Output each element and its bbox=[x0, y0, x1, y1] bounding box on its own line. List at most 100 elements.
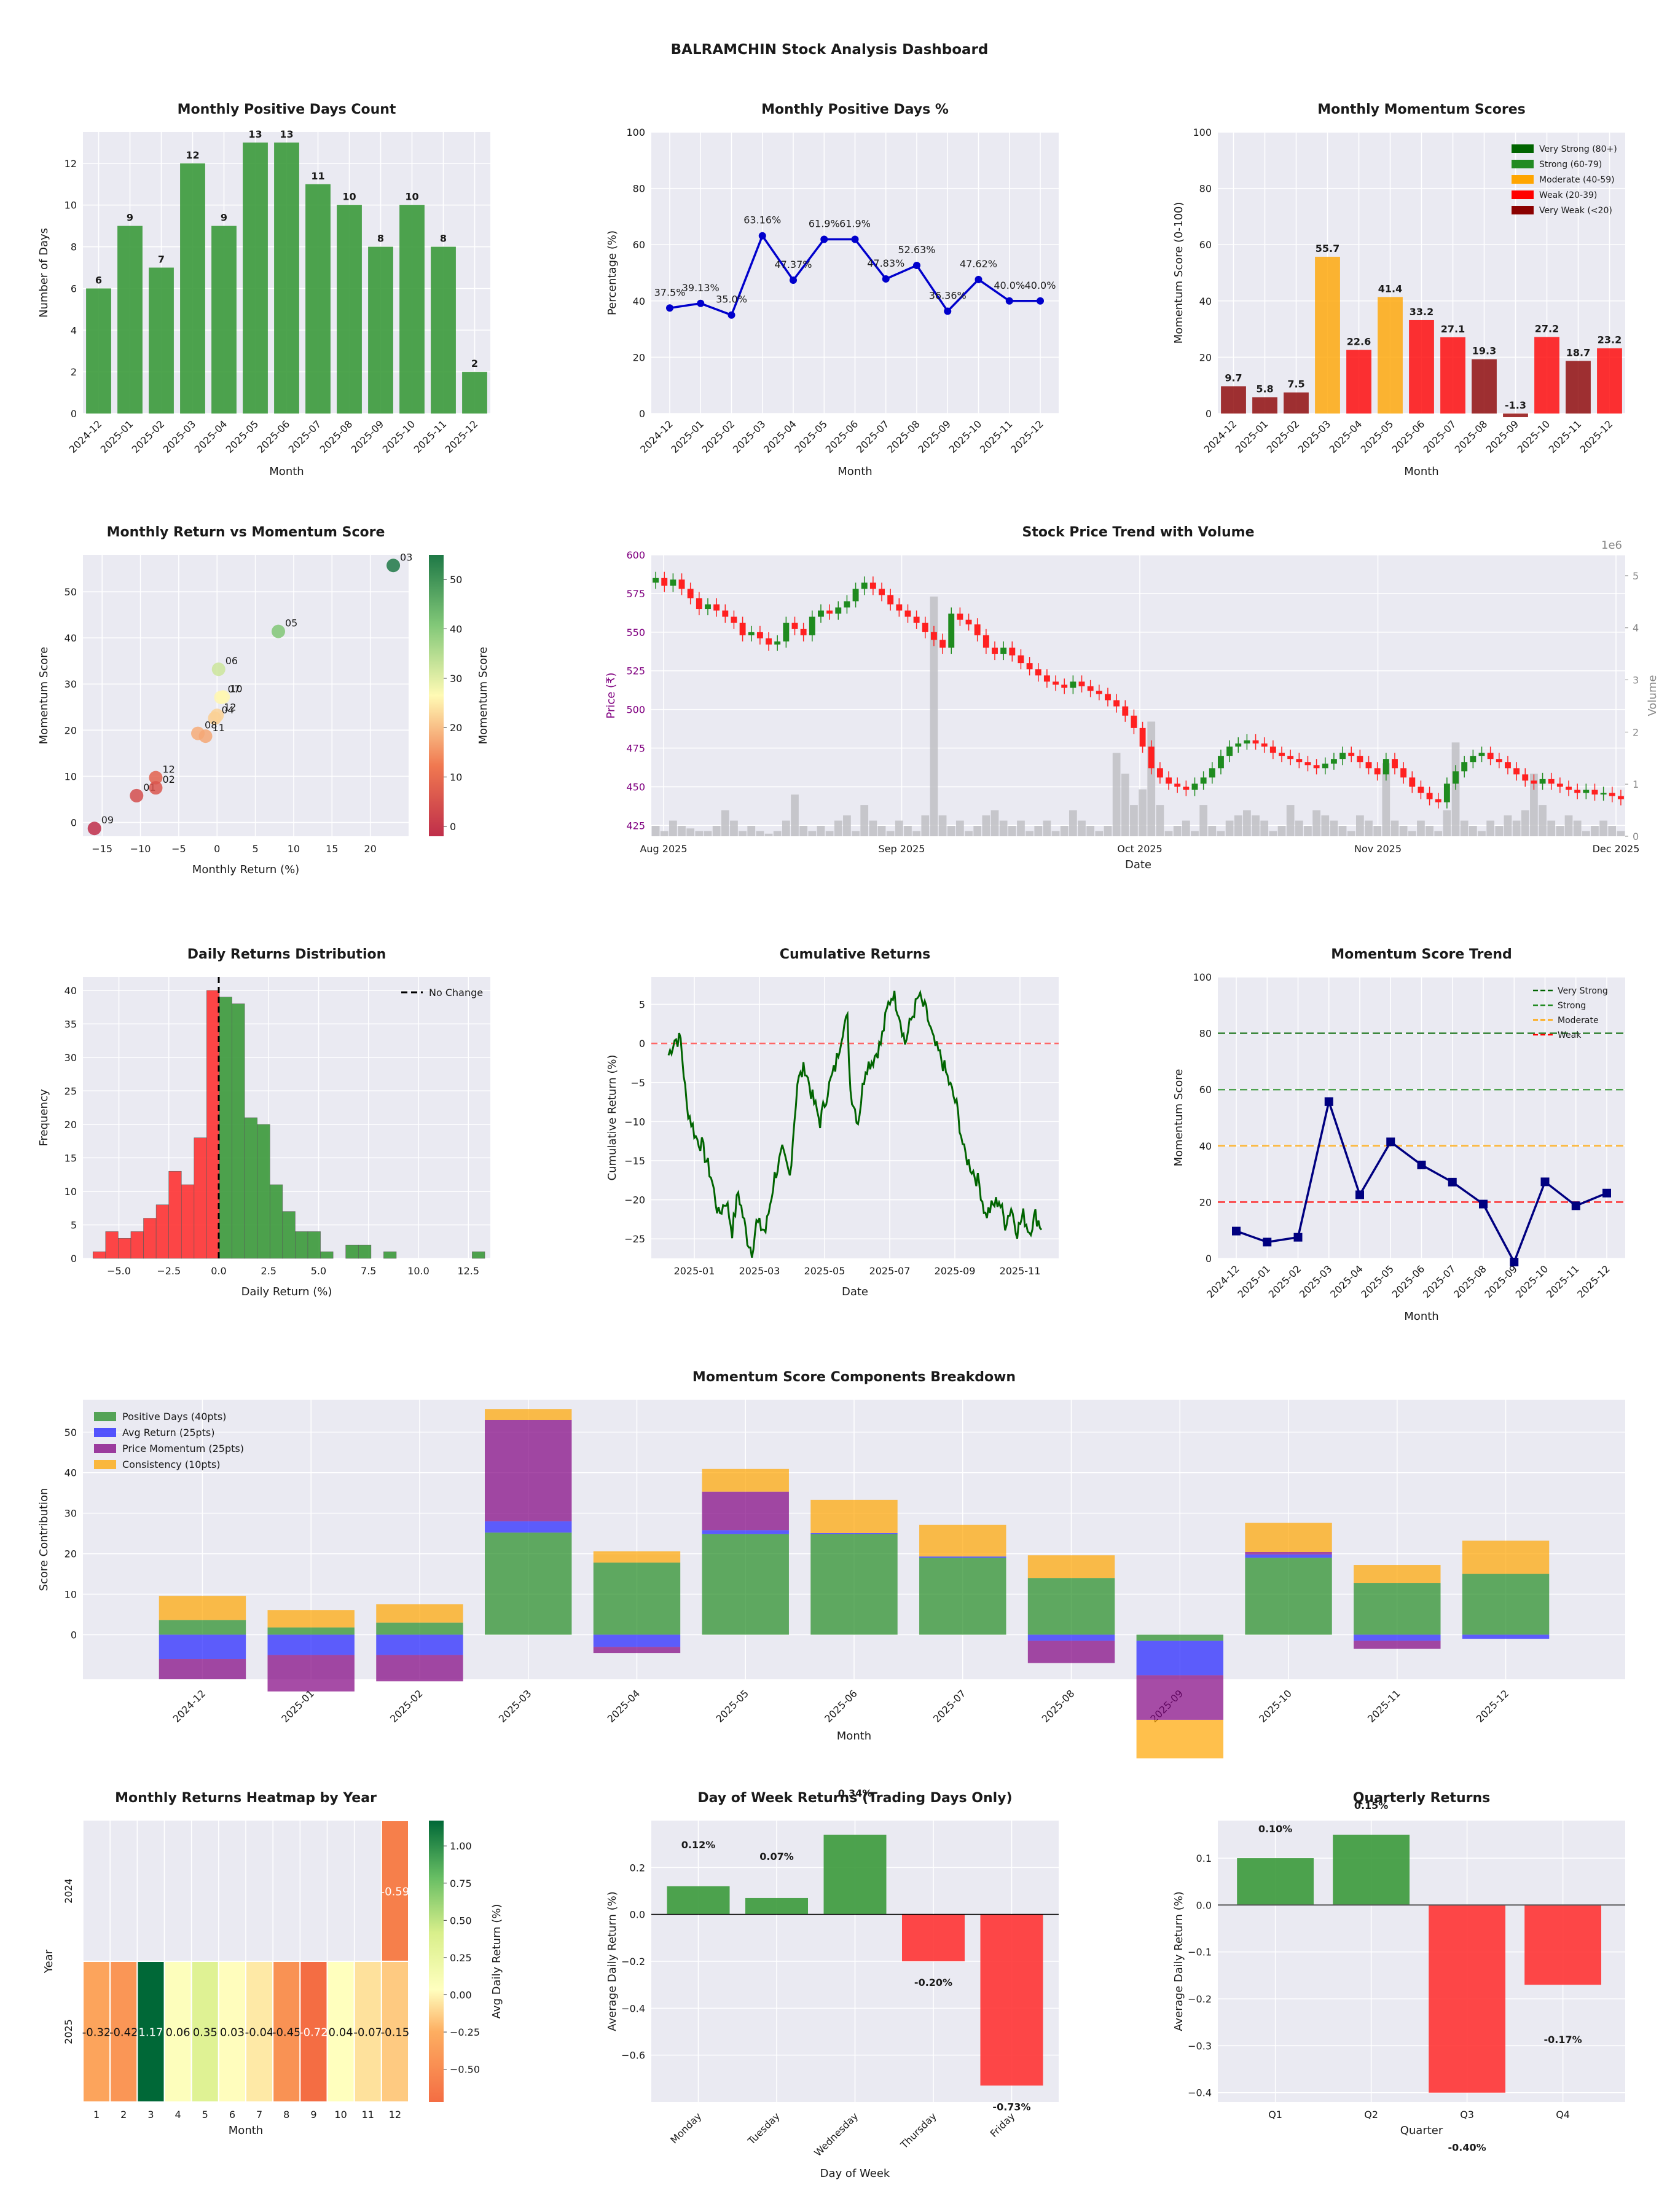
candle-body bbox=[722, 610, 729, 617]
y-tick-label: 40 bbox=[65, 985, 77, 997]
candle-body bbox=[922, 622, 928, 632]
charts-container: 02468101262024-1292025-0172025-02122025-… bbox=[37, 102, 1659, 2180]
candle-body bbox=[1191, 783, 1198, 790]
y-tick-label: 12 bbox=[65, 158, 77, 170]
x-tick-label: −2.5 bbox=[157, 1265, 181, 1277]
volume-bar bbox=[1399, 826, 1408, 836]
stacked-bar-segment bbox=[376, 1604, 463, 1623]
legend-swatch bbox=[94, 1444, 116, 1453]
candle-body bbox=[653, 578, 659, 583]
colorbar-tick-label: 20 bbox=[450, 722, 462, 734]
candle-body bbox=[1252, 740, 1259, 744]
point-label: 07 bbox=[227, 683, 240, 695]
volume-bar bbox=[1182, 820, 1190, 836]
histogram-bar bbox=[345, 1244, 359, 1259]
x-tick-label: 2025-08 bbox=[885, 418, 922, 455]
volume-bar bbox=[1286, 805, 1295, 836]
histogram-bar bbox=[181, 1184, 195, 1259]
x-axis-label: Month bbox=[1404, 465, 1438, 478]
volume-bar bbox=[1321, 815, 1330, 836]
candle-body bbox=[1261, 743, 1268, 747]
bar bbox=[368, 246, 393, 414]
volume-bar bbox=[1191, 831, 1199, 836]
data-label: 6 bbox=[95, 274, 102, 286]
bar bbox=[745, 1897, 808, 1915]
volume-bar bbox=[1060, 826, 1069, 836]
bar bbox=[86, 288, 111, 414]
bar bbox=[1440, 337, 1465, 414]
chart-cumulative-returns: −25 −20 −15 −10 −5 0 5 2025-01 2025-03 2025-05 202… bbox=[606, 947, 1059, 1298]
x-axis-label: Quarter bbox=[1400, 2124, 1443, 2137]
cell-label: 0.35 bbox=[193, 2026, 218, 2039]
volume-bar bbox=[973, 826, 982, 836]
stacked-bar-segment bbox=[267, 1610, 355, 1628]
heatmap-cell bbox=[380, 1961, 409, 2103]
legend-swatch bbox=[1512, 190, 1534, 199]
y-tick-label: 20 bbox=[65, 724, 77, 736]
volume-bar bbox=[678, 826, 686, 836]
scatter-point bbox=[149, 771, 163, 785]
candle-body bbox=[739, 622, 746, 635]
histogram-bar bbox=[105, 1231, 119, 1259]
data-label: 63.16% bbox=[743, 214, 781, 226]
histogram-bar bbox=[219, 997, 232, 1259]
volume-bar bbox=[938, 815, 947, 836]
y-tick-label: 80 bbox=[1199, 1028, 1212, 1040]
heatmap-cell bbox=[326, 1961, 355, 2103]
chart-title: Daily Returns Distribution bbox=[187, 947, 386, 962]
x-tick-label: 2025-10 bbox=[947, 418, 984, 455]
x-axis-label: Date bbox=[842, 1285, 868, 1298]
candle-body bbox=[713, 604, 720, 611]
y-tick-label: −5 bbox=[630, 1077, 645, 1089]
stacked-bar-segment bbox=[919, 1556, 1006, 1558]
histogram-bar bbox=[244, 1117, 257, 1259]
x-axis-label: Month bbox=[837, 465, 872, 478]
volume-bar bbox=[1199, 805, 1208, 836]
data-point bbox=[1037, 297, 1044, 305]
bar bbox=[149, 267, 174, 414]
x-tick-label: 2025-11 bbox=[978, 418, 1015, 455]
volume-bar bbox=[1512, 820, 1521, 836]
bar bbox=[1333, 1834, 1410, 1905]
y-tick-label: 50 bbox=[65, 586, 77, 598]
volume-bar bbox=[1408, 831, 1416, 836]
x-tick-label: 2025-04 bbox=[605, 1687, 643, 1725]
y-tick-label: 100 bbox=[626, 127, 645, 138]
stacked-bar-segment bbox=[159, 1634, 246, 1660]
volume-bar bbox=[1382, 763, 1390, 836]
data-label: 0.34% bbox=[838, 1787, 873, 1799]
data-point bbox=[1324, 1097, 1333, 1106]
volume-bar bbox=[1530, 774, 1538, 836]
stacked-bar-segment bbox=[810, 1534, 898, 1635]
x-axis-label: Month bbox=[269, 465, 304, 478]
x-tick-label: 2025-04 bbox=[192, 418, 230, 455]
volume-bar bbox=[1295, 820, 1303, 836]
heatmap-cell bbox=[380, 1820, 409, 1962]
candle-body bbox=[1418, 786, 1424, 793]
volume-bar bbox=[1426, 826, 1433, 836]
chart-positive-days-count: 0 2 4 6 8 10 12 6 2024-12 9 2025-01 7 2025-02 12 2025-… bbox=[37, 102, 490, 478]
stacked-bar-segment bbox=[1136, 1641, 1223, 1676]
candle-body bbox=[861, 582, 868, 589]
x-tick-label: −15 bbox=[92, 843, 112, 855]
candle-body bbox=[1026, 663, 1033, 670]
x-tick-label: 2024-12 bbox=[638, 418, 675, 455]
x-tick-label: 2025-01 bbox=[279, 1687, 316, 1725]
volume-bar bbox=[1252, 815, 1260, 836]
x-tick-label: 2025-05 bbox=[1359, 418, 1396, 455]
x-tick-label: Q4 bbox=[1556, 2109, 1570, 2120]
stacked-bar-segment bbox=[593, 1551, 681, 1563]
scatter-point bbox=[130, 788, 144, 802]
candle-body bbox=[1296, 759, 1303, 763]
legend-swatch bbox=[1512, 160, 1534, 168]
x-tick-label: 2025-08 bbox=[318, 418, 355, 455]
y2-exponent: 1e6 bbox=[1601, 539, 1622, 552]
stacked-bar-segment bbox=[485, 1419, 572, 1521]
legend-label: Weak (20-39) bbox=[1539, 190, 1597, 200]
stacked-bar-segment bbox=[267, 1655, 355, 1692]
data-label: 2 bbox=[471, 358, 478, 369]
colorbar-tick-label: 0.75 bbox=[450, 1878, 472, 1889]
data-point bbox=[851, 235, 859, 243]
bar bbox=[902, 1914, 965, 1961]
candle-body bbox=[930, 632, 937, 640]
